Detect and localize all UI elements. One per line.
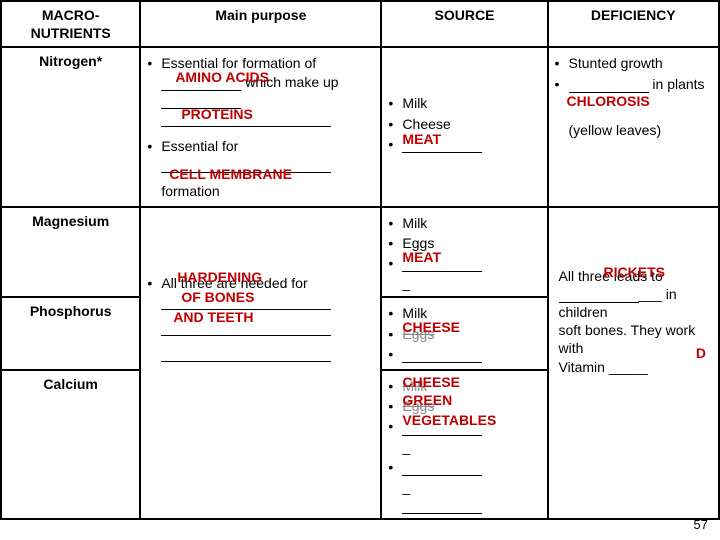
- header-deficiency: DEFICIENCY: [548, 1, 719, 47]
- nitrogen-red-amino: AMINO ACIDS: [175, 68, 269, 86]
- page-number: 57: [694, 517, 708, 532]
- nitrogen-red-meat: MEAT: [402, 130, 441, 148]
- phos-src-blank: [388, 345, 540, 363]
- cell-nitrogen-source: Milk Cheese MEAT: [381, 47, 547, 206]
- mpc-def-line3: soft bones. They work with: [555, 321, 712, 357]
- cell-calcium-name: Calcium: [1, 370, 140, 519]
- header-row: MACRO-NUTRIENTS Main purpose SOURCE DEFI…: [1, 1, 719, 47]
- header-purpose: Main purpose: [140, 1, 381, 47]
- mpc-red-ofbones: OF BONES: [181, 288, 254, 306]
- cell-phosphorus-source: Milk Eggs CHEESE: [381, 297, 547, 370]
- cell-nitrogen-def: Stunted growth in plants CHLOROSIS (yell…: [548, 47, 719, 206]
- cal-src-dash2: _: [388, 478, 540, 496]
- cell-magnesium-source: Milk Eggs _ MEAT: [381, 207, 547, 298]
- mag-red-meat: MEAT: [402, 248, 441, 266]
- header-source: SOURCE: [381, 1, 547, 47]
- cal-red-green: GREEN: [402, 391, 452, 409]
- phos-red-cheese: CHEESE: [402, 318, 460, 336]
- mpc-red-d: D: [696, 344, 706, 362]
- mag-src-dash: _: [388, 274, 540, 292]
- nitrogen-def-stunted: Stunted growth: [555, 54, 712, 72]
- cal-src-dash1: _: [388, 438, 540, 456]
- cell-mpc-purpose: All three are needed for HARDENING OF BO…: [140, 207, 381, 520]
- cell-nitrogen-name: Nitrogen*: [1, 47, 140, 206]
- nitrogen-red-proteins: PROTEINS: [181, 105, 253, 123]
- mpc-red-teeth: AND TEETH: [173, 308, 253, 326]
- mpc-red-rickets: RICKETS: [604, 263, 665, 281]
- mpc-def-line4: Vitamin _____: [555, 358, 712, 376]
- nutrients-table: MACRO-NUTRIENTS Main purpose SOURCE DEFI…: [0, 0, 720, 520]
- cell-magnesium-name: Magnesium: [1, 207, 140, 298]
- cal-red-cheese: CHEESE: [402, 373, 460, 391]
- cal-red-veg: VEGETABLES: [402, 411, 496, 429]
- header-macro: MACRO-NUTRIENTS: [1, 1, 140, 47]
- mag-src-milk: Milk: [388, 214, 540, 232]
- mpc-red-hardening: HARDENING: [177, 268, 262, 286]
- cell-calcium-source: Milk Eggs _ _ CHEESE GREEN VEGETABLES: [381, 370, 547, 519]
- nitrogen-red-chlorosis: CHLOROSIS: [567, 92, 650, 110]
- nitrogen-def-blank: in plants: [555, 75, 712, 93]
- nitrogen-def-extra: (yellow leaves): [555, 121, 712, 139]
- cell-mpc-def: RICKETS All three leads to ___ in childr…: [548, 207, 719, 520]
- mpc-def-line2: ___ in children: [555, 285, 712, 321]
- cell-phosphorus-name: Phosphorus: [1, 297, 140, 370]
- row-magnesium: Magnesium All three are needed for HARDE…: [1, 207, 719, 298]
- nitrogen-src-milk: Milk: [388, 94, 540, 112]
- cal-src-blank2: [388, 458, 540, 476]
- cell-nitrogen-purpose: Essential for formation of which make up…: [140, 47, 381, 206]
- row-nitrogen: Nitrogen* Essential for formation of whi…: [1, 47, 719, 206]
- nitrogen-red-cellmembrane: CELL MEMBRANE: [169, 165, 292, 183]
